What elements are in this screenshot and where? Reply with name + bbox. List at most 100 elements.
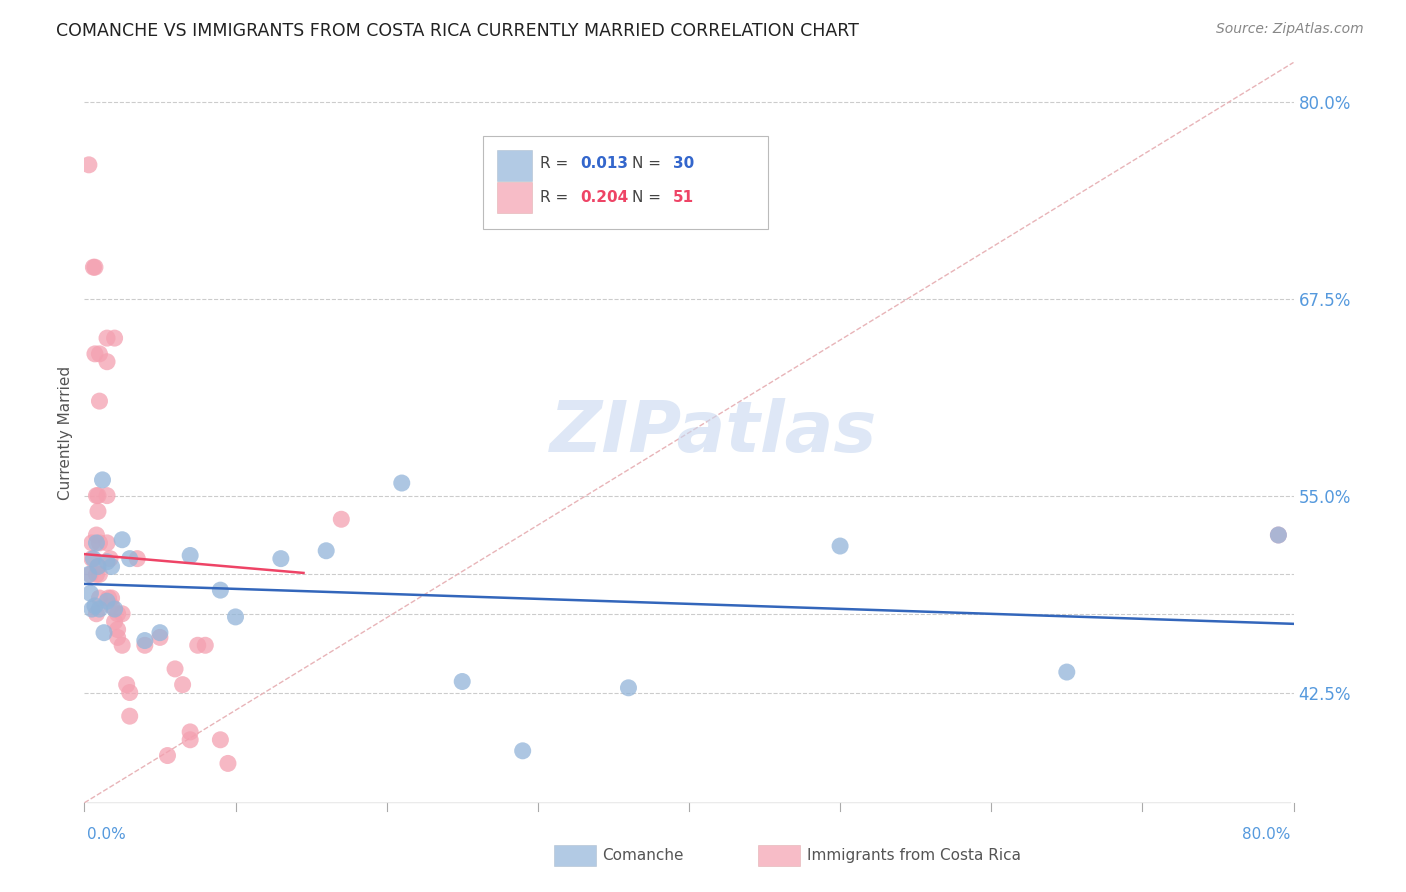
Point [89,591,111,605]
Point [96,331,118,345]
Point [617,681,640,695]
Point [84,599,107,613]
Point [96,536,118,550]
Point [270,551,292,566]
Point [172,678,194,692]
Point [86,528,108,542]
Point [149,625,172,640]
Point [89,567,111,582]
Point [93,625,115,640]
Point [209,583,232,598]
Point [98,551,121,566]
Text: 0.0%: 0.0% [87,827,127,841]
Point [115,678,138,692]
Point [87,489,110,503]
Point [127,551,149,566]
Point [79,586,101,600]
Point [84,347,107,361]
Point [194,638,217,652]
Point [107,623,129,637]
Point [89,602,111,616]
Point [89,536,111,550]
Point [187,638,209,652]
Point [100,591,122,605]
Point [104,615,127,629]
Point [179,549,201,563]
Point [1267,528,1289,542]
Text: 80.0%: 80.0% [1243,827,1291,841]
Point [391,476,413,491]
Y-axis label: Currently Married: Currently Married [58,366,73,500]
Point [330,512,353,526]
Point [96,355,118,369]
Point [830,539,852,553]
Point [315,543,337,558]
Point [1056,665,1078,679]
Text: Comanche: Comanche [602,848,683,863]
Point [80,551,103,566]
Point [179,725,201,739]
Text: R =: R = [540,156,574,171]
Point [96,594,118,608]
Point [80,602,103,616]
Point [149,631,172,645]
Text: 51: 51 [673,190,695,205]
Point [134,633,156,648]
Point [225,610,247,624]
Point [96,489,118,503]
FancyBboxPatch shape [496,182,531,213]
Point [104,331,127,345]
Point [1267,528,1289,542]
Point [77,567,100,582]
Point [165,662,187,676]
Text: Source: ZipAtlas.com: Source: ZipAtlas.com [1216,22,1364,37]
Point [111,607,134,621]
Point [217,756,239,771]
Point [87,559,110,574]
Text: Immigrants from Costa Rica: Immigrants from Costa Rica [807,848,1021,863]
Point [79,567,101,582]
Point [86,607,108,621]
Point [86,567,108,582]
Point [86,489,108,503]
Point [91,473,114,487]
Point [96,555,118,569]
Point [84,260,107,275]
Text: 0.013: 0.013 [581,156,628,171]
Point [111,533,134,547]
Text: ZIPatlas: ZIPatlas [550,398,877,467]
Point [80,536,103,550]
Text: 30: 30 [673,156,695,171]
Text: R =: R = [540,190,574,205]
Point [134,638,156,652]
FancyBboxPatch shape [496,150,531,181]
Point [77,158,100,172]
Text: N =: N = [633,156,666,171]
Point [89,394,111,409]
Point [100,599,122,613]
Point [118,551,141,566]
Point [100,559,122,574]
Point [107,631,129,645]
Point [451,674,474,689]
Point [156,748,179,763]
Point [82,551,104,566]
Point [97,591,120,605]
FancyBboxPatch shape [484,136,768,229]
Point [89,347,111,361]
Point [179,732,201,747]
Point [118,685,141,699]
Point [86,536,108,550]
Text: 0.204: 0.204 [581,190,628,205]
Point [104,602,127,616]
Point [111,638,134,652]
Point [118,709,141,723]
Point [512,744,534,758]
Point [82,260,104,275]
Point [209,732,232,747]
Text: N =: N = [633,190,666,205]
Point [107,607,129,621]
Point [87,504,110,518]
Text: COMANCHE VS IMMIGRANTS FROM COSTA RICA CURRENTLY MARRIED CORRELATION CHART: COMANCHE VS IMMIGRANTS FROM COSTA RICA C… [56,22,859,40]
Point [87,559,110,574]
